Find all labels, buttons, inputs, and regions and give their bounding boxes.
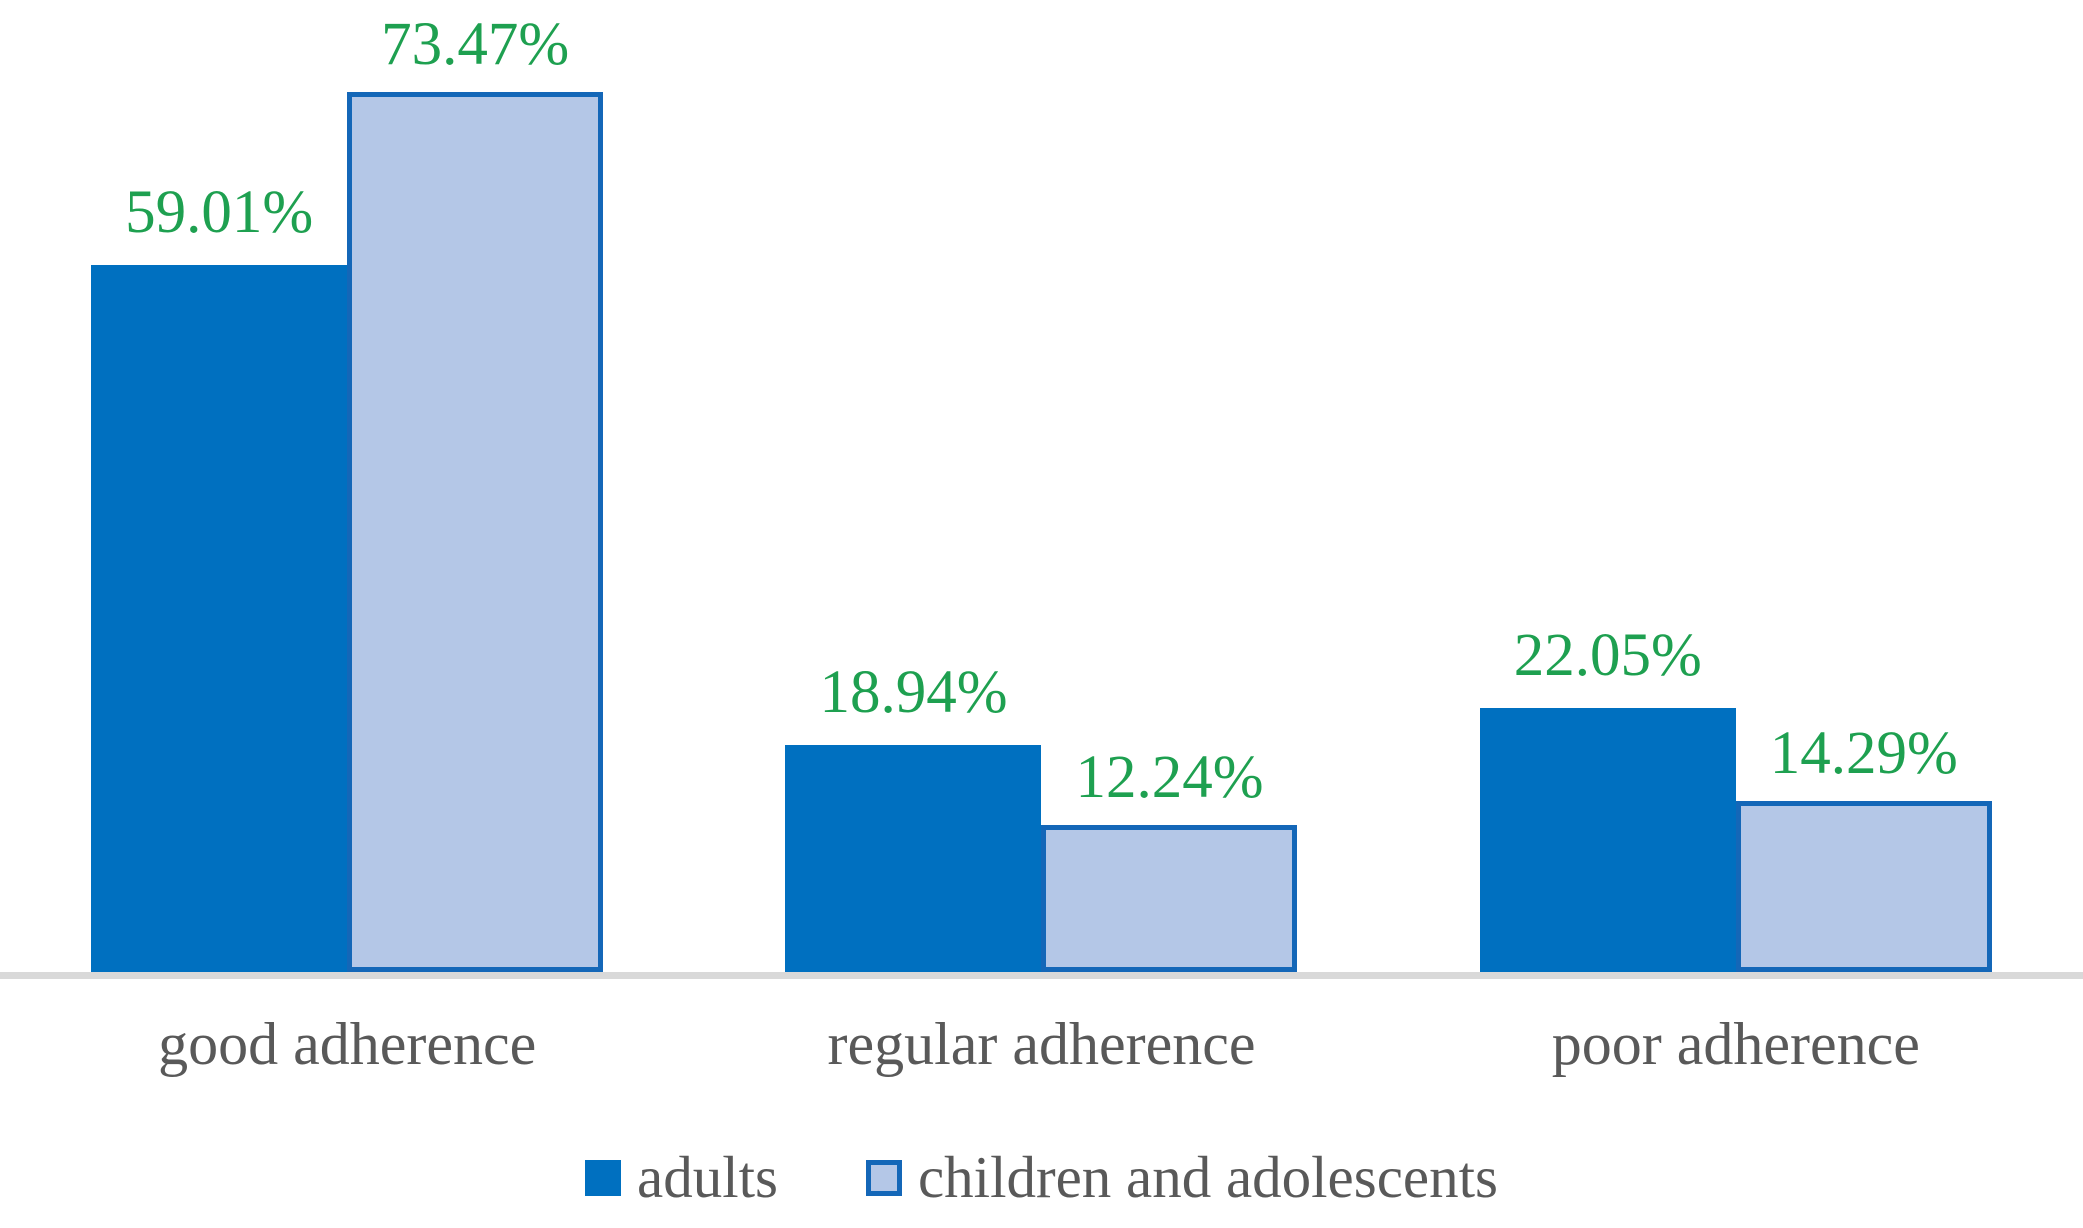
value-label-adults-poor-adherence: 22.05% [1513,622,1702,689]
value-label-children-and-adolescents-regular-adherence: 12.24% [1075,744,1264,811]
value-label-children-and-adolescents-good-adherence: 73.47% [381,11,570,78]
legend-swatch-children-and-adolescents [865,1159,902,1196]
legend: adults children and adolescents [0,1148,2083,1207]
x-axis-category-labels: good adherence regular adherence poor adhe… [0,1008,2083,1080]
legend-item-adults: adults [585,1148,778,1207]
bar-children-and-adolescents-good-adherence: 73.47% [347,14,604,972]
plot-area: 59.01% 73.47% 18.94% 12.24% 22.05% 14.29% [0,0,2083,972]
legend-label-adults: adults [637,1144,778,1210]
category-label-good-adherence: good adherence [158,1011,537,1077]
value-label-adults-regular-adherence: 18.94% [819,659,1008,726]
bar-children-and-adolescents-regular-adherence: 12.24% [1041,747,1298,972]
legend-item-children-and-adolescents: children and adolescents [865,1144,1498,1210]
legend-swatch-adults [585,1159,622,1196]
bar-adults-good-adherence: 59.01% [91,182,348,972]
bar-group-regular-adherence: 18.94% 12.24% [694,0,1388,972]
category-label-regular-adherence: regular adherence [827,1011,1256,1077]
bar-group-poor-adherence: 22.05% 14.29% [1389,0,2083,972]
value-label-children-and-adolescents-poor-adherence: 14.29% [1769,720,1958,787]
x-axis-line [0,972,2083,979]
category-label-poor-adherence: poor adherence [1551,1011,1920,1077]
bar-group-good-adherence: 59.01% 73.47% [0,0,694,972]
bar-adults-poor-adherence: 22.05% [1479,625,1736,972]
value-label-adults-good-adherence: 59.01% [125,179,314,246]
bar-adults-regular-adherence: 18.94% [785,662,1042,972]
legend-label-children-and-adolescents: children and adolescents [917,1144,1498,1210]
bar-children-and-adolescents-poor-adherence: 14.29% [1735,723,1992,972]
